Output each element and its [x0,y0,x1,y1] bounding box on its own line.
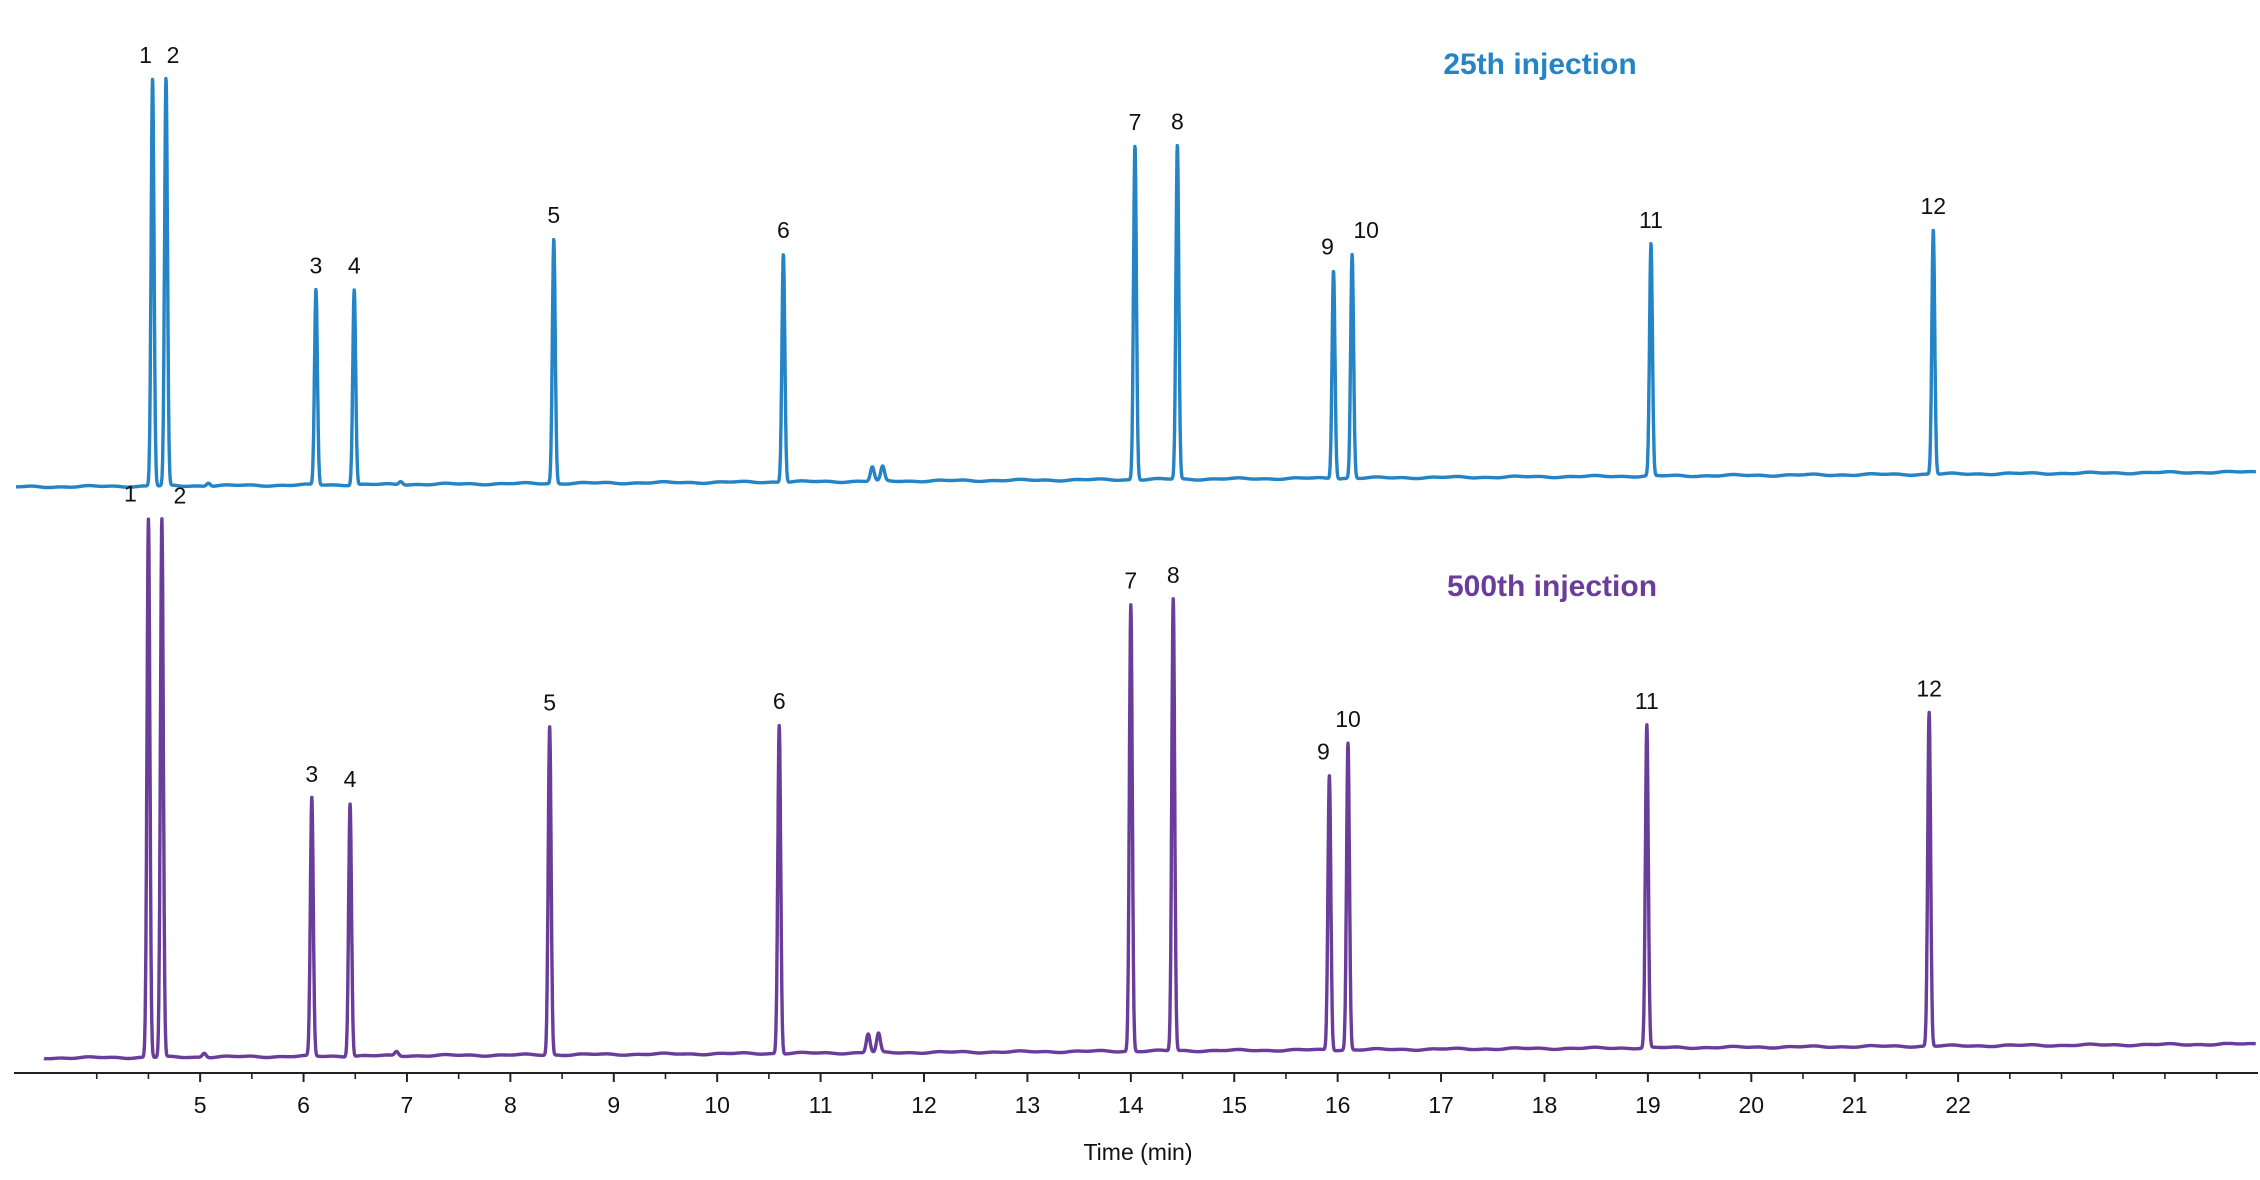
x-tick-label-15: 15 [1221,1092,1247,1118]
peak-label-4: 4 [348,252,361,278]
peak-label-10: 10 [1353,217,1379,243]
x-tick-label-22: 22 [1945,1092,1971,1118]
trace-25th-injection [14,76,2258,490]
peak-label-12: 12 [1916,676,1942,702]
peak-label-5: 5 [543,690,556,716]
peak-label-7: 7 [1124,568,1137,594]
x-tick-label-14: 14 [1118,1092,1144,1118]
peak-label-11: 11 [1635,688,1659,714]
peak-label-8: 8 [1167,562,1180,588]
x-tick-label-17: 17 [1428,1092,1454,1118]
x-tick-label-6: 6 [297,1092,310,1118]
x-tick-label-5: 5 [194,1092,207,1118]
peak-label-1: 1 [124,480,137,506]
peak-label-12: 12 [1920,193,1946,219]
x-axis-ticks [95,1073,2218,1082]
peak-label-4: 4 [344,766,357,792]
series-title-25th-injection: 25th injection [1443,48,1636,81]
peak-label-7: 7 [1129,109,1142,135]
x-tick-label-10: 10 [704,1092,730,1118]
peak-label-2: 2 [167,42,180,68]
peak-label-5: 5 [547,202,560,228]
peak-label-6: 6 [777,217,790,243]
x-tick-label-21: 21 [1842,1092,1868,1118]
peak-label-6: 6 [773,688,786,714]
x-tick-label-8: 8 [504,1092,517,1118]
x-axis-tick-labels: 5 6 7 8 9 10 11 12 13 14 15 16 17 18 19 20 21 22 [194,1092,1971,1118]
peak-label-2: 2 [173,482,186,508]
peak-label-3: 3 [310,253,323,279]
peak-label-9: 9 [1317,738,1330,764]
x-tick-label-12: 12 [911,1092,937,1118]
peak-label-8: 8 [1171,108,1184,134]
peak-label-10: 10 [1335,706,1361,732]
series-title-500th-injection: 500th injection [1447,570,1657,603]
x-axis-title: Time (min) [1083,1139,1192,1165]
x-tick-label-13: 13 [1015,1092,1041,1118]
peak-label-11: 11 [1639,207,1663,233]
x-tick-label-11: 11 [809,1092,833,1118]
trace-500th-injection [42,517,2258,1061]
x-tick-label-16: 16 [1325,1092,1351,1118]
x-tick-label-9: 9 [607,1092,620,1118]
peak-label-3: 3 [305,761,318,787]
peak-label-1: 1 [139,42,152,68]
x-tick-label-20: 20 [1738,1092,1764,1118]
x-axis: 5 6 7 8 9 10 11 12 13 14 15 16 17 18 19 20 21 22 Time (mi… [14,1072,2258,1165]
x-tick-label-18: 18 [1532,1092,1558,1118]
peak-label-9: 9 [1321,234,1334,260]
x-tick-label-7: 7 [401,1092,414,1118]
x-tick-label-19: 19 [1635,1092,1661,1118]
